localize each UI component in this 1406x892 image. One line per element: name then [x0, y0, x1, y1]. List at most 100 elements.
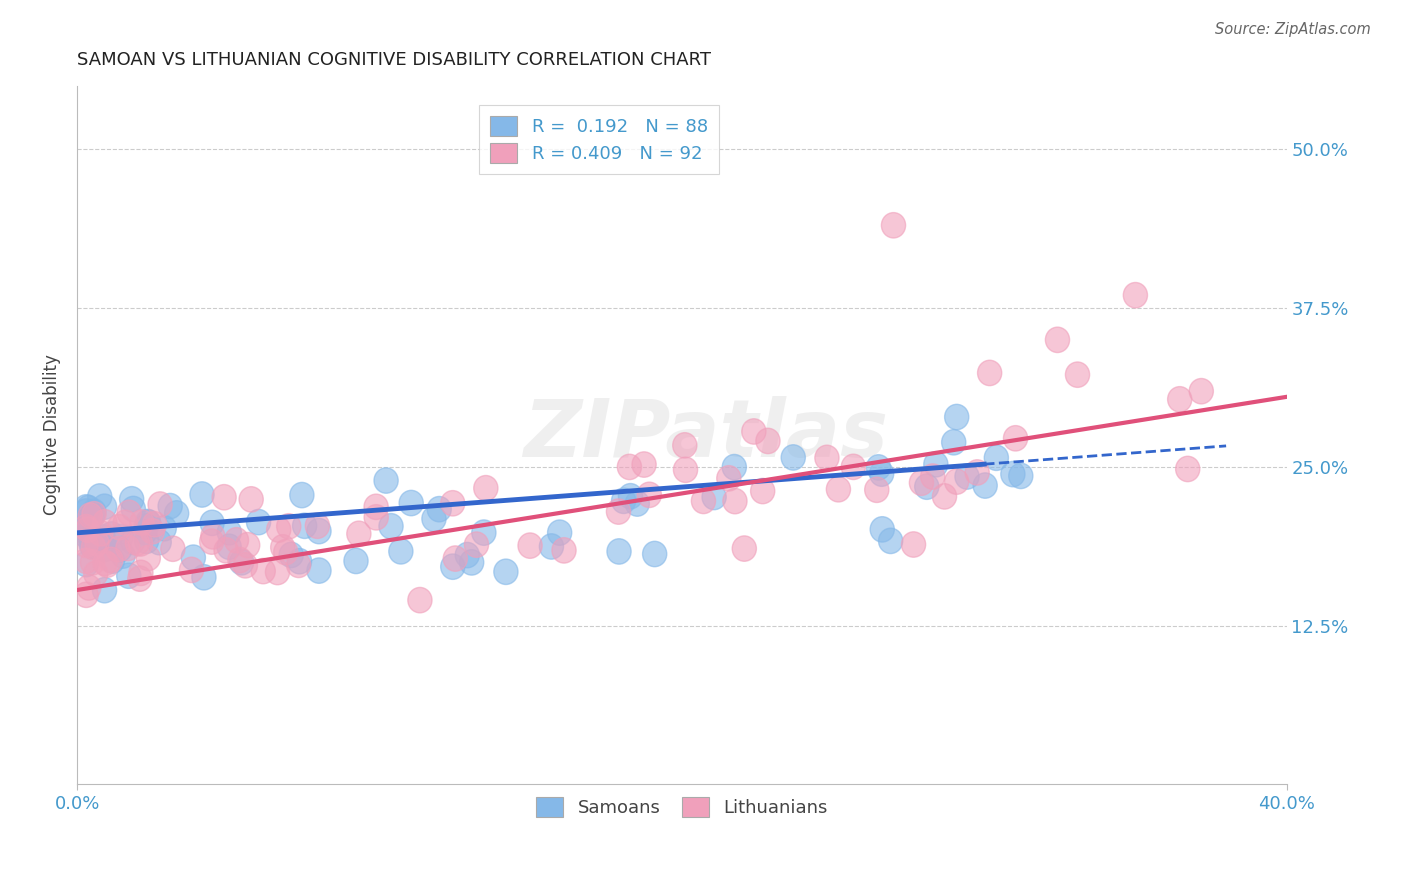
Text: ZIPatlas: ZIPatlas [523, 396, 889, 474]
Ellipse shape [277, 514, 301, 539]
Ellipse shape [79, 503, 103, 528]
Ellipse shape [942, 430, 966, 455]
Ellipse shape [440, 554, 465, 580]
Ellipse shape [290, 483, 314, 508]
Ellipse shape [100, 522, 124, 547]
Ellipse shape [181, 545, 205, 570]
Ellipse shape [271, 534, 295, 560]
Ellipse shape [136, 545, 160, 571]
Ellipse shape [307, 558, 330, 583]
Ellipse shape [717, 466, 741, 491]
Ellipse shape [201, 524, 225, 549]
Ellipse shape [443, 546, 467, 571]
Ellipse shape [82, 534, 105, 559]
Ellipse shape [115, 535, 141, 561]
Ellipse shape [869, 461, 894, 486]
Ellipse shape [287, 552, 311, 578]
Ellipse shape [619, 483, 643, 509]
Ellipse shape [882, 212, 905, 238]
Ellipse shape [494, 559, 517, 584]
Ellipse shape [83, 561, 108, 586]
Ellipse shape [135, 528, 159, 554]
Ellipse shape [879, 528, 903, 554]
Ellipse shape [112, 510, 138, 535]
Ellipse shape [132, 519, 157, 545]
Ellipse shape [111, 543, 135, 568]
Ellipse shape [517, 533, 543, 558]
Ellipse shape [782, 445, 806, 470]
Ellipse shape [87, 483, 112, 509]
Ellipse shape [870, 516, 894, 542]
Ellipse shape [217, 534, 242, 559]
Ellipse shape [239, 487, 263, 512]
Ellipse shape [134, 514, 159, 539]
Ellipse shape [217, 519, 242, 545]
Ellipse shape [180, 558, 204, 582]
Y-axis label: Cognitive Disability: Cognitive Disability [44, 354, 60, 516]
Ellipse shape [233, 553, 257, 578]
Ellipse shape [723, 489, 747, 514]
Ellipse shape [973, 473, 997, 499]
Ellipse shape [305, 513, 329, 539]
Ellipse shape [107, 515, 131, 540]
Ellipse shape [190, 482, 214, 508]
Ellipse shape [82, 499, 105, 524]
Ellipse shape [617, 454, 641, 480]
Ellipse shape [236, 533, 260, 558]
Ellipse shape [945, 404, 969, 430]
Ellipse shape [673, 457, 697, 483]
Ellipse shape [93, 577, 117, 603]
Ellipse shape [643, 541, 666, 566]
Ellipse shape [93, 509, 117, 535]
Ellipse shape [945, 469, 969, 494]
Ellipse shape [75, 495, 98, 520]
Ellipse shape [1167, 386, 1192, 412]
Ellipse shape [75, 582, 98, 607]
Ellipse shape [607, 539, 631, 564]
Ellipse shape [553, 538, 576, 563]
Ellipse shape [100, 548, 125, 574]
Ellipse shape [141, 518, 165, 544]
Ellipse shape [427, 497, 451, 522]
Ellipse shape [76, 516, 100, 542]
Ellipse shape [214, 538, 238, 563]
Ellipse shape [865, 477, 889, 502]
Ellipse shape [631, 452, 657, 477]
Ellipse shape [200, 510, 224, 535]
Ellipse shape [75, 515, 98, 540]
Ellipse shape [129, 509, 155, 535]
Ellipse shape [637, 483, 661, 508]
Ellipse shape [75, 533, 98, 558]
Ellipse shape [464, 532, 488, 558]
Ellipse shape [399, 491, 423, 516]
Ellipse shape [228, 548, 252, 573]
Ellipse shape [1008, 463, 1033, 489]
Ellipse shape [200, 529, 224, 554]
Ellipse shape [287, 549, 312, 574]
Ellipse shape [474, 475, 498, 501]
Ellipse shape [80, 549, 104, 575]
Ellipse shape [389, 539, 413, 564]
Ellipse shape [440, 491, 465, 516]
Ellipse shape [157, 493, 183, 519]
Ellipse shape [93, 494, 117, 519]
Ellipse shape [456, 542, 479, 568]
Ellipse shape [540, 533, 564, 559]
Ellipse shape [274, 540, 298, 565]
Ellipse shape [901, 532, 925, 558]
Ellipse shape [280, 542, 304, 567]
Ellipse shape [84, 531, 110, 556]
Text: SAMOAN VS LITHUANIAN COGNITIVE DISABILITY CORRELATION CHART: SAMOAN VS LITHUANIAN COGNITIVE DISABILIT… [77, 51, 711, 69]
Ellipse shape [292, 513, 316, 539]
Ellipse shape [125, 530, 149, 556]
Ellipse shape [80, 504, 104, 529]
Ellipse shape [246, 509, 270, 535]
Text: Source: ZipAtlas.com: Source: ZipAtlas.com [1215, 22, 1371, 37]
Ellipse shape [105, 536, 131, 562]
Ellipse shape [160, 536, 186, 561]
Ellipse shape [93, 536, 118, 561]
Ellipse shape [1004, 425, 1028, 451]
Ellipse shape [117, 563, 141, 589]
Ellipse shape [136, 509, 160, 534]
Ellipse shape [77, 524, 103, 549]
